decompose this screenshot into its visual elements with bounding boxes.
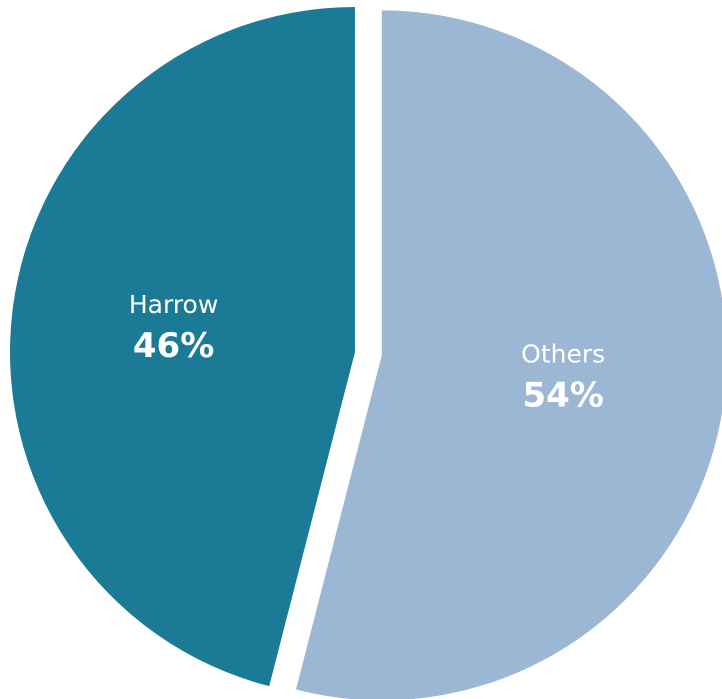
slice-label-others: Others xyxy=(521,339,605,368)
slice-value-harrow: 46% xyxy=(133,326,214,366)
pie-slice-others xyxy=(295,10,722,699)
slice-label-harrow: Harrow xyxy=(129,290,218,319)
slice-value-others: 54% xyxy=(522,375,603,415)
pie-slice-harrow xyxy=(9,7,355,687)
pie-slices xyxy=(9,7,722,699)
pie-labels: Others 54% Harrow 46% xyxy=(129,290,605,415)
